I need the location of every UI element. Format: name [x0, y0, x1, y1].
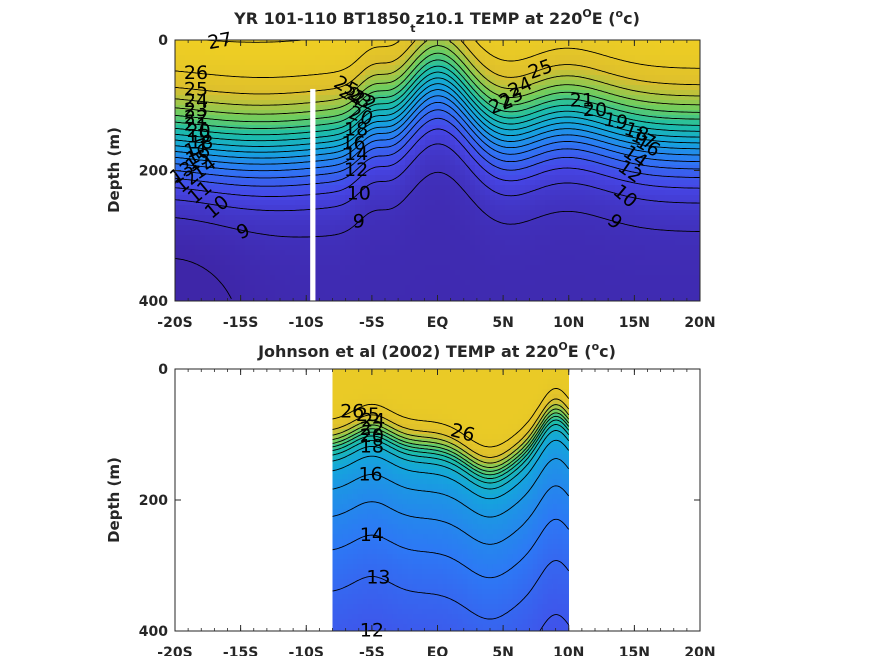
top-x-tick-label: 15N — [619, 315, 650, 331]
bottom-ticks: -20S -15S -10S -5S EQ 5N 10N 15N 20N 0 200 400 — [139, 362, 716, 656]
bottom-x-tick-label: -20S — [157, 645, 192, 656]
top-ticks: -20S -15S -10S -5S EQ 5N 10N 15N 20N 0 200 400 — [139, 33, 716, 331]
top-contour-label-18: 18 — [344, 119, 368, 141]
top-title: YR 101-110 BT1850tz10.1 TEMP at 220OE (o… — [233, 7, 640, 35]
bottom-contour-label-16: 16 — [358, 464, 382, 486]
bottom-isotherm-23 — [332, 408, 569, 468]
top-temperature-field — [175, 40, 700, 301]
top-contour-label-27: 27 — [206, 28, 234, 54]
top-panel: YR 101-110 BT1850tz10.1 TEMP at 220OE (o… — [105, 7, 716, 331]
top-isotherm-11 — [175, 128, 700, 197]
top-contour-label-9: 9 — [353, 211, 365, 233]
top-contour-label-12: 12 — [344, 159, 368, 181]
bottom-isotherm-15 — [332, 485, 569, 545]
bottom-isotherm-26 — [332, 387, 569, 448]
top-x-tick-label: -5S — [359, 315, 385, 331]
top-contour-label-10: 10 — [347, 182, 371, 204]
top-contour-label-16: 16 — [341, 133, 365, 155]
top-isotherm-19 — [175, 71, 700, 142]
bottom-contour-label-26: 26 — [340, 400, 364, 422]
bottom-y-axis-label: Depth (m) — [105, 457, 123, 543]
top-isotherm-12 — [175, 117, 700, 187]
bottom-x-tick-label: -5S — [359, 645, 385, 656]
bottom-isotherm-18 — [332, 430, 569, 490]
bottom-isotherm-21 — [332, 415, 569, 476]
top-contour-label-21: 21 — [184, 113, 208, 135]
bottom-isotherm-13 — [332, 560, 569, 620]
top-isotherm-18 — [175, 77, 700, 147]
bottom-contour-label-20: 20 — [360, 425, 384, 447]
bottom-x-tick-label: 5N — [492, 645, 513, 656]
top-isotherm-9 — [175, 171, 700, 238]
bottom-title: Johnson et al (2002) TEMP at 220OE (oc) — [257, 340, 616, 361]
bottom-contour-label-22: 22 — [360, 418, 384, 440]
top-y-axis-label: Depth (m) — [105, 127, 123, 213]
bottom-contour-label-14: 14 — [360, 524, 384, 546]
top-isotherm-16 — [175, 89, 700, 159]
top-contour-label-22: 22 — [184, 106, 208, 128]
top-y-tick-label: 400 — [139, 294, 168, 310]
top-missing-data-column — [310, 88, 316, 301]
top-isotherm-8 — [175, 258, 232, 300]
bottom-isotherm-20 — [332, 419, 569, 479]
top-contour-label-25: 25 — [184, 78, 208, 100]
top-contour-label-14: 14 — [344, 143, 368, 165]
bottom-y-tick-label: 0 — [158, 362, 168, 378]
top-contour-label-20: 20 — [583, 99, 607, 121]
top-isotherm-25 — [175, 40, 700, 95]
bottom-x-tick-label: 15N — [619, 645, 650, 656]
top-y-tick-label: 0 — [158, 33, 168, 49]
top-x-tick-label: -10S — [289, 315, 324, 331]
bottom-panel: Johnson et al (2002) TEMP at 220OE (oc) … — [105, 340, 716, 656]
bottom-isotherm-14 — [332, 518, 569, 579]
top-contour-label-18: 18 — [189, 132, 213, 154]
bottom-x-tick-label: EQ — [427, 645, 449, 656]
bottom-contour-label-18: 18 — [360, 435, 384, 457]
bottom-isotherm-16 — [332, 458, 569, 518]
top-isotherm-22 — [175, 52, 700, 123]
top-y-tick-label: 200 — [139, 164, 168, 180]
top-contour-label-19: 19 — [602, 109, 630, 135]
top-contour-label-26: 26 — [184, 62, 208, 84]
top-isotherm-26 — [175, 40, 700, 78]
bottom-contour-label-25: 25 — [356, 404, 380, 426]
bottom-isotherm-17 — [332, 439, 569, 500]
top-contour-label-19: 19 — [187, 126, 211, 148]
bottom-contour-label-13: 13 — [366, 566, 390, 588]
top-x-tick-label: 10N — [553, 315, 584, 331]
bottom-y-tick-label: 400 — [139, 624, 168, 640]
top-contour-label-20: 20 — [187, 120, 211, 142]
top-x-tick-label: 20N — [684, 315, 715, 331]
top-isotherm-24 — [175, 40, 700, 106]
top-contour-label-23: 23 — [184, 99, 208, 121]
top-isotherm-15 — [175, 95, 700, 165]
bottom-x-tick-label: 20N — [684, 645, 715, 656]
bottom-isotherm-24 — [332, 404, 569, 464]
top-isotherm-21 — [175, 59, 700, 129]
top-contour-label-24: 24 — [184, 90, 208, 112]
top-x-tick-label: -15S — [223, 315, 258, 331]
bottom-x-tick-label: -10S — [289, 645, 324, 656]
top-x-tick-label: 5N — [492, 315, 513, 331]
top-x-tick-label: EQ — [427, 315, 449, 331]
top-isotherm-17 — [175, 83, 700, 153]
bottom-isotherm-19 — [332, 424, 569, 484]
top-contour-label-21: 21 — [570, 89, 594, 111]
top-isotherm-14 — [175, 101, 700, 172]
top-isotherm-20 — [175, 65, 700, 136]
bottom-x-tick-label: -15S — [223, 645, 258, 656]
bottom-x-tick-label: 10N — [553, 645, 584, 656]
top-isotherm-13 — [175, 109, 700, 179]
bottom-isotherm-25 — [332, 398, 569, 458]
top-x-tick-label: -20S — [157, 315, 192, 331]
top-isotherm-10 — [175, 143, 700, 212]
bottom-y-tick-label: 200 — [139, 493, 168, 509]
bottom-isotherm-22 — [332, 412, 569, 472]
bottom-contour-label-24: 24 — [361, 410, 385, 432]
top-plot-area — [175, 40, 700, 301]
